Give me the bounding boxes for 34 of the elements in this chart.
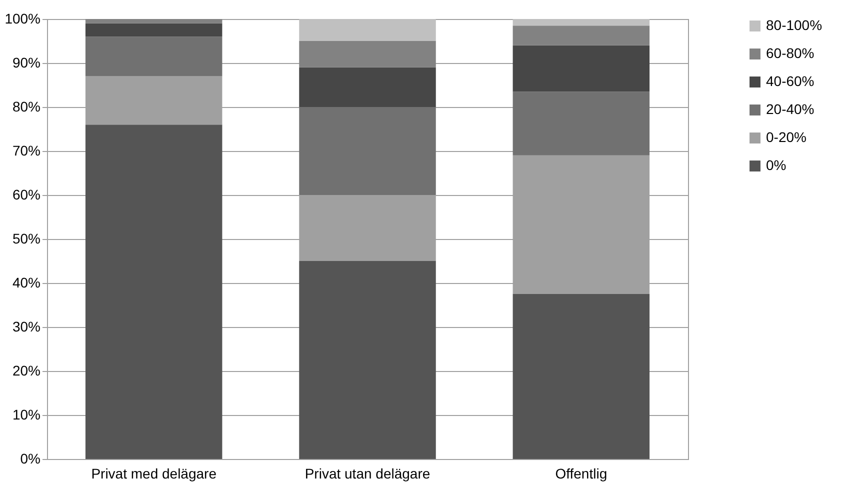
x-tick-label: Privat med delägare bbox=[91, 466, 217, 482]
legend-label: 80-100% bbox=[766, 17, 822, 33]
bar bbox=[299, 107, 436, 195]
legend-label: 20-40% bbox=[766, 101, 814, 117]
legend-label: 0-20% bbox=[766, 129, 806, 145]
bar bbox=[299, 261, 436, 459]
bar bbox=[85, 19, 222, 24]
y-tick-label: 100% bbox=[4, 10, 40, 26]
y-tick-label: 30% bbox=[12, 318, 40, 334]
y-tick-label: 10% bbox=[12, 406, 40, 422]
bar bbox=[512, 294, 650, 459]
bar bbox=[512, 45, 650, 92]
y-tick-label: 70% bbox=[12, 142, 40, 158]
bar bbox=[85, 124, 222, 459]
x-tick-label: Offentlig bbox=[555, 466, 608, 482]
bar bbox=[299, 41, 436, 68]
bar bbox=[512, 19, 650, 26]
bar bbox=[299, 19, 436, 41]
bar bbox=[299, 67, 436, 107]
y-tick-label: 90% bbox=[12, 54, 40, 70]
y-tick-label: 50% bbox=[12, 230, 40, 246]
y-tick-label: 40% bbox=[12, 274, 40, 290]
x-tick-label: Privat utan delägare bbox=[304, 466, 430, 482]
bar bbox=[512, 26, 650, 46]
y-tick-label: 80% bbox=[12, 98, 40, 114]
y-tick-label: 60% bbox=[12, 186, 40, 202]
legend-label: 60-80% bbox=[766, 45, 814, 61]
bar bbox=[85, 36, 222, 76]
y-tick-label: 0% bbox=[20, 450, 40, 466]
legend-label: 0% bbox=[766, 157, 786, 173]
y-tick-label: 20% bbox=[12, 362, 40, 378]
legend-label: 40-60% bbox=[766, 73, 814, 89]
bar bbox=[85, 23, 222, 37]
bar bbox=[512, 92, 650, 156]
